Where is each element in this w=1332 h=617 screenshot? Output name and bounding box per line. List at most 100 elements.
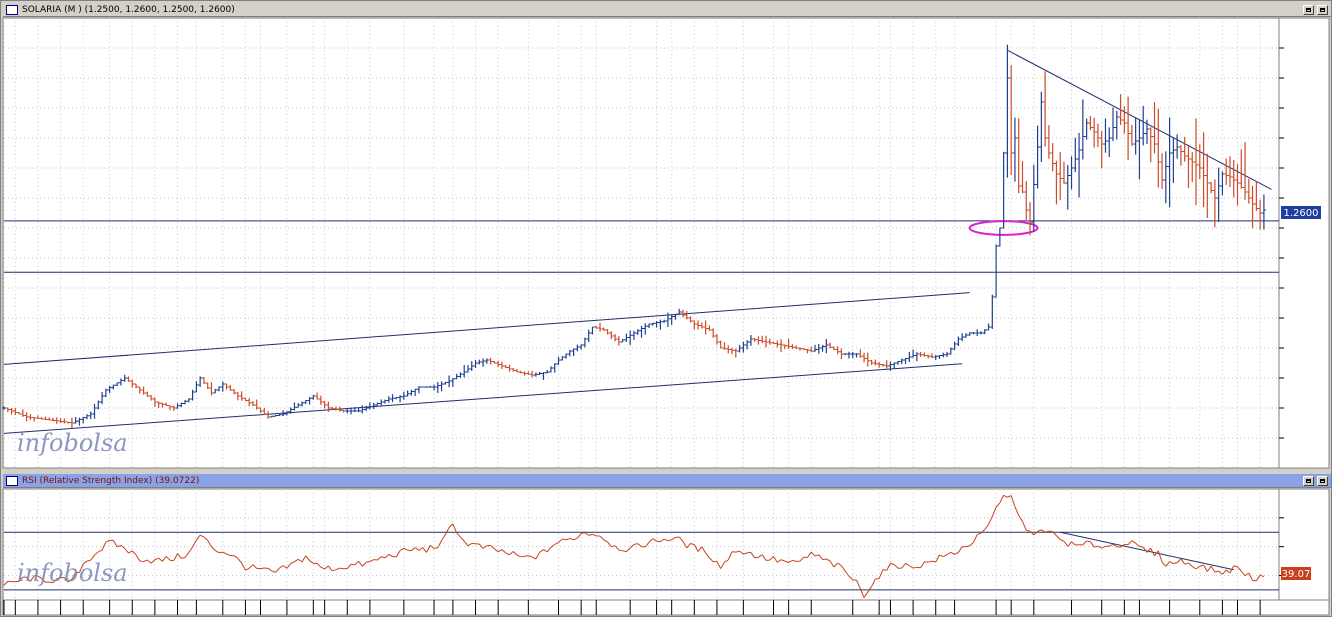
rsi-segment — [1255, 574, 1261, 582]
rsi-segment — [3, 580, 9, 586]
ohlc-bar — [477, 359, 482, 365]
rsi-segment — [437, 540, 443, 548]
rsi-segment — [173, 553, 178, 561]
rsi-segment — [346, 563, 352, 569]
ohlc-bar — [722, 342, 727, 350]
rsi-segment — [660, 538, 665, 543]
rsi-segment — [788, 559, 793, 563]
rsi-segment — [844, 570, 850, 577]
ohlc-bar — [1118, 94, 1123, 126]
rsi-segment — [663, 538, 669, 542]
ohlc-bar — [171, 405, 176, 411]
ohlc-bar — [609, 331, 614, 340]
rsi-segment — [946, 551, 952, 556]
ohlc-bar — [198, 376, 203, 387]
ohlc-bar — [1243, 142, 1248, 200]
rsi-segment — [366, 560, 371, 563]
last-rsi-tag-bg — [1281, 567, 1311, 580]
ohlc-bar — [269, 415, 274, 418]
rsi-segment — [743, 552, 748, 555]
rsi-segment — [195, 534, 201, 541]
ohlc-bar — [390, 394, 395, 403]
date-axis-area — [2, 599, 1330, 616]
rsi-segment — [592, 533, 597, 537]
ohlc-bar — [1250, 185, 1255, 229]
rsi-segment — [1060, 539, 1065, 542]
rsi-segment — [739, 550, 744, 555]
ohlc-bar — [839, 348, 844, 360]
rsi-pane-maximize-button[interactable] — [1303, 476, 1314, 486]
ohlc-bar — [526, 371, 531, 375]
ohlc-bar — [677, 308, 682, 315]
price-y-axis — [1279, 47, 1284, 439]
ohlc-bar — [892, 362, 897, 369]
ohlc-bar — [43, 416, 48, 420]
ohlc-bar — [77, 417, 82, 426]
price-pane-maximize-button[interactable] — [1303, 5, 1314, 15]
ohlc-bar — [903, 358, 908, 364]
rsi-segment — [995, 502, 1001, 508]
ohlc-bar — [243, 397, 248, 401]
ohlc-bars — [2, 44, 1266, 429]
ohlc-bar — [541, 372, 546, 380]
ohlc-bar — [1144, 119, 1149, 145]
rsi-segment — [192, 539, 197, 548]
rsi-segment — [678, 536, 684, 542]
rsi-segment — [267, 567, 273, 572]
ohlc-bar — [794, 345, 799, 349]
rsi-segment — [1056, 535, 1061, 540]
rsi-segment — [316, 562, 322, 568]
rsi-segment — [369, 559, 374, 562]
ohlc-bar — [1205, 153, 1210, 218]
ohlc-bar — [1050, 143, 1055, 172]
rsi-segment — [512, 551, 518, 556]
ohlc-bar — [767, 338, 772, 345]
ohlc-bar — [35, 415, 40, 419]
rsi-segment — [1044, 530, 1050, 533]
rsi-segment — [286, 563, 292, 569]
rsi-segment — [78, 563, 84, 573]
ohlc-bar — [443, 381, 448, 385]
rsi-segment — [777, 559, 782, 563]
ohlc-bar — [869, 359, 874, 365]
ohlc-bar — [209, 382, 214, 396]
rsi-segment — [309, 560, 314, 564]
rsi-segment — [339, 567, 344, 570]
ohlc-bar — [1194, 118, 1199, 206]
ohlc-bar — [575, 344, 580, 352]
ohlc-bar — [1020, 161, 1025, 194]
ohlc-bar — [1039, 91, 1044, 162]
ohlc-bar — [9, 408, 14, 415]
rsi-segment — [429, 544, 435, 549]
rsi-segment — [584, 532, 589, 536]
rsi-segment — [448, 523, 454, 528]
ohlc-bar — [982, 329, 987, 335]
rsi-segment — [214, 550, 220, 554]
ohlc-bar — [405, 390, 410, 397]
rsi-segment — [920, 561, 925, 569]
rsi-segment — [1082, 540, 1087, 546]
ohlc-bar — [100, 392, 105, 405]
rsi-segment — [950, 551, 955, 555]
rsi-segment — [135, 554, 141, 562]
ohlc-bar — [824, 338, 829, 354]
ohlc-bar — [635, 329, 640, 335]
rsi-segment — [588, 533, 593, 536]
rsi-segment — [422, 547, 427, 553]
ohlc-bar — [58, 418, 63, 424]
ohlc-bar — [284, 411, 289, 416]
rsi-segment — [622, 550, 627, 553]
ohlc-bar — [1227, 156, 1232, 188]
ohlc-bar — [605, 328, 610, 335]
rsi-segment — [335, 567, 340, 571]
rsi-pane-restore-button[interactable] — [1317, 476, 1328, 486]
rsi-segment — [709, 557, 714, 563]
ohlc-bar — [752, 338, 757, 342]
rsi-segment — [546, 546, 552, 553]
rsi-segment — [1033, 530, 1038, 536]
price-pane-restore-button[interactable] — [1317, 5, 1328, 15]
rsi-segment — [939, 554, 944, 557]
rsi-segment — [1203, 564, 1208, 572]
rsi-segment — [1184, 562, 1189, 565]
rsi-segment — [543, 549, 548, 553]
